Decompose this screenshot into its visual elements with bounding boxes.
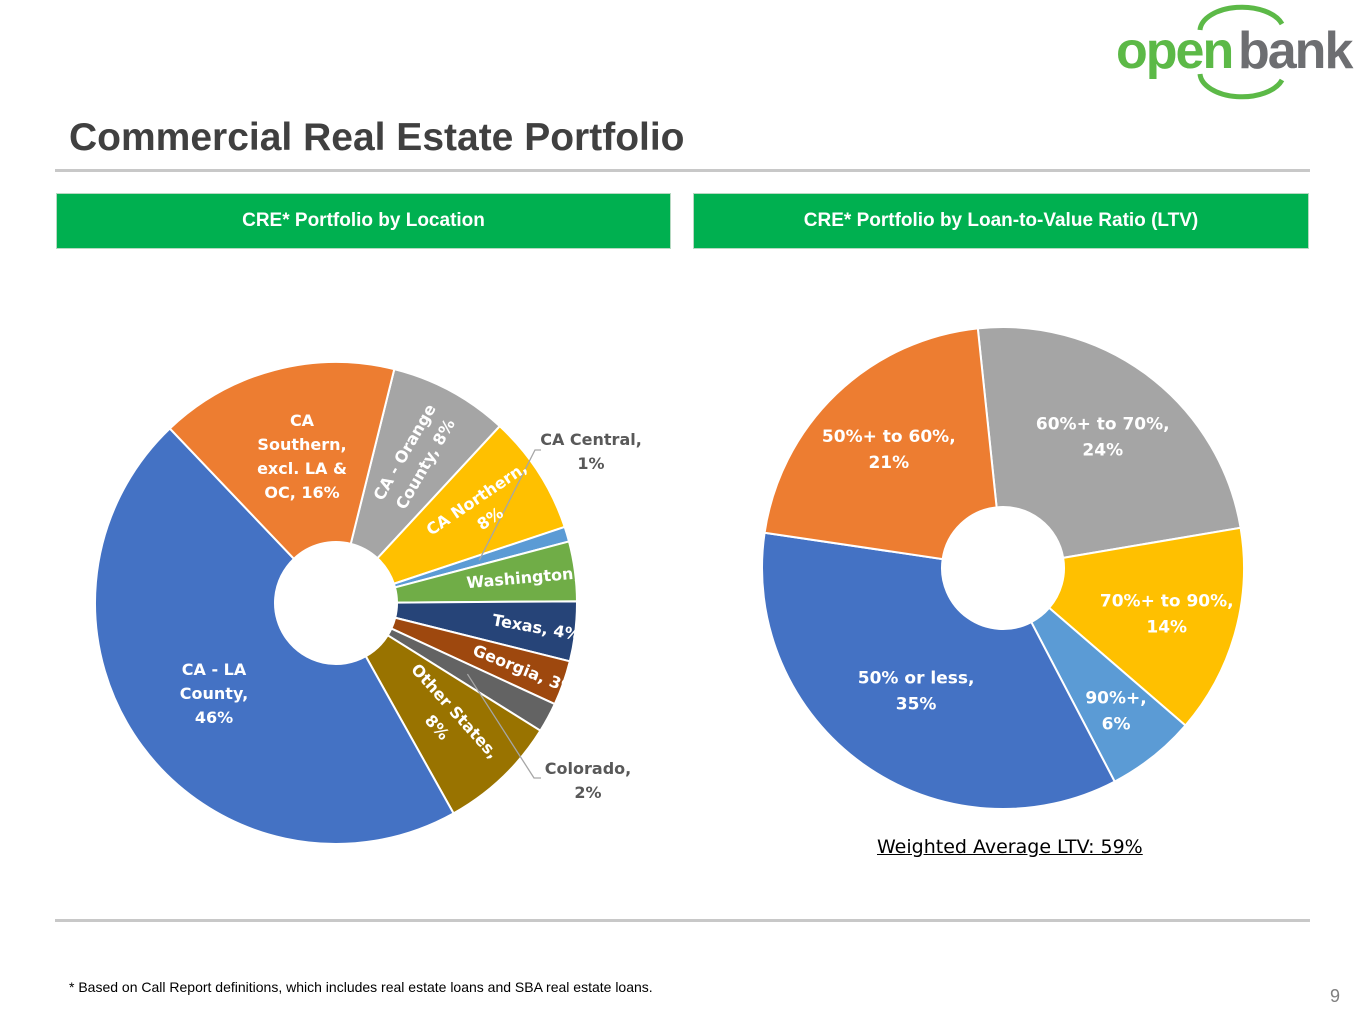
label-ca-southern-excl-la-oc-line: excl. LA & (257, 459, 347, 478)
slice-50-or-less (761, 531, 1117, 810)
slice-ca-northern (376, 424, 566, 586)
label-ca-southern-excl-la-oc-line: Southern, (257, 435, 346, 454)
slice-70-to-90 (1047, 526, 1245, 727)
title-divider (55, 169, 1310, 172)
label-ca-southern-excl-la-oc-line: OC, 16% (264, 483, 339, 502)
slice-ca-southern-excl-la-oc (168, 361, 396, 561)
bottom-divider (55, 919, 1310, 922)
label-90: 90%+, 6% (1085, 689, 1146, 735)
label-ca-la-county-line: 46% (195, 708, 233, 727)
label-70-to-90-line: 70%+ to 90%, (1100, 592, 1234, 612)
location-donut-chart: CA - OrangeCounty, 8%CA Northern,8%CA Ce… (94, 361, 642, 845)
location-panel-header: CRE* Portfolio by Location (56, 193, 671, 249)
slice-other-states (364, 633, 542, 815)
label-50-or-less: 50% or less, 35% (858, 668, 975, 714)
label-70-to-90: 70%+ to 90%, 14% (1100, 592, 1234, 638)
label-ca-central-line: CA Central, (540, 430, 642, 449)
label-ca-la-county: CA - LA County, 46% (180, 660, 248, 727)
label-90-line: 6% (1102, 715, 1131, 735)
logo-word-open: open (1116, 22, 1232, 80)
ltv-donut-chart: 60%+ to 70%, 24% 70%+ to 90%, 14% 90%+, 6% 50%… (761, 325, 1245, 810)
logo-word-bank: bank (1238, 22, 1353, 80)
ltv-panel-header: CRE* Portfolio by Loan-to-Value Ratio (L… (693, 193, 1309, 249)
label-50-or-less-line: 35% (896, 694, 937, 714)
label-90-line: 90%+, (1085, 689, 1146, 709)
label-50-to-60: 50%+ to 60%, 21% (822, 427, 956, 473)
label-60-to-70-line: 24% (1082, 441, 1123, 461)
ca-central-leader-line (478, 449, 541, 561)
colorado-leader-line (466, 673, 541, 779)
label-50-to-60-line: 50%+ to 60%, (822, 427, 956, 447)
logo-swoosh-bottom (1197, 73, 1285, 100)
openbank-logo: open bank (1116, 4, 1355, 100)
weighted-average-ltv: Weighted Average LTV: 59% (877, 836, 1143, 858)
label-ca-central: CA Central, 1% (540, 430, 642, 473)
label-ca-la-county-line: CA - LA (182, 660, 247, 679)
label-colorado: Colorado, 2% (545, 759, 631, 802)
label-60-to-70: 60%+ to 70%, 24% (1036, 415, 1170, 461)
label-60-to-70-line: 60%+ to 70%, (1036, 415, 1170, 435)
label-ca-southern-excl-la-oc: CA Southern, excl. LA & OC, 16% (257, 411, 347, 502)
label-colorado-line: 2% (574, 783, 601, 802)
label-ca-central-line: 1% (577, 454, 604, 473)
label-50-to-60-line: 21% (868, 453, 909, 473)
slice-ca-la-county (94, 427, 455, 845)
label-ca-southern-excl-la-oc-line: CA (290, 411, 315, 430)
label-50-or-less-line: 50% or less, (858, 668, 975, 688)
logo-swoosh-top (1197, 4, 1285, 31)
slice-60-to-70 (976, 325, 1242, 559)
label-ca-la-county-line: County, (180, 684, 248, 703)
page-title: Commercial Real Estate Portfolio (69, 116, 685, 159)
label-colorado-line: Colorado, (545, 759, 631, 778)
slice-ca-orange-county (349, 367, 502, 560)
footnote: * Based on Call Report definitions, whic… (69, 979, 653, 995)
label-70-to-90-line: 14% (1146, 618, 1187, 638)
slice-50-to-60 (763, 327, 998, 561)
page-number: 9 (1330, 986, 1341, 1006)
